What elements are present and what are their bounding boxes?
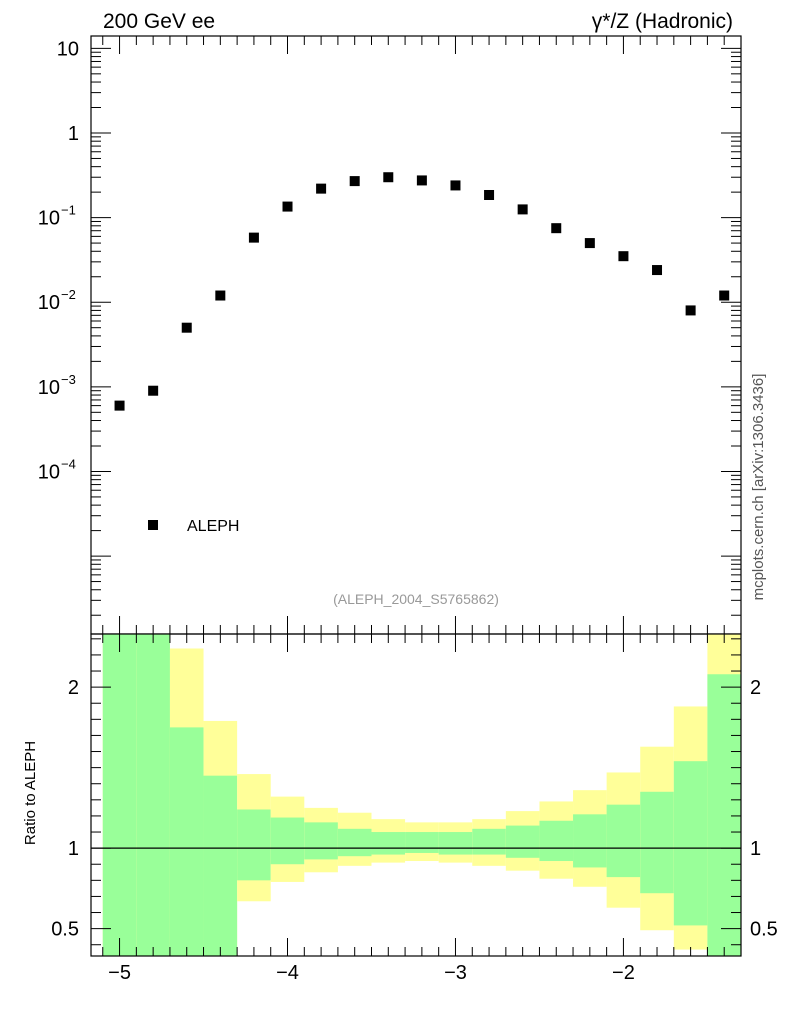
legend-marker [148,520,158,530]
ratio-y-tick-label: 0.5 [51,919,79,941]
data-point [181,322,192,333]
band-inner [573,814,607,868]
ratio-y-axis-label: Ratio to ALEPH [22,741,39,845]
y-tick-label: 10 [38,461,60,483]
x-tick-label: −5 [108,962,131,984]
y-tick-label: 10 [38,292,60,314]
ratio-y-tick-label-right: 1 [750,838,761,860]
right-title: γ*/Z (Hadronic) [592,10,733,33]
y-tick-label-exponent: −2 [61,287,76,302]
main-plot-frame [90,35,742,635]
data-point [349,176,360,187]
x-tick-label: −3 [444,962,467,984]
ratio-bands [102,634,741,956]
band-inner [539,820,574,862]
band-inner [136,634,170,956]
band-inner [102,634,137,956]
x-tick-label: −4 [276,962,299,984]
analysis-label: (ALEPH_2004_S5765862) [333,591,499,607]
band-inner [640,791,674,894]
ratio-y-tick-label: 2 [68,677,79,699]
band-inner [270,817,305,865]
ratio-plot-frame [90,633,742,957]
main-data-points [114,172,730,411]
data-point [282,201,293,212]
data-point [248,232,259,243]
band-inner [337,828,372,857]
y-tick-label-exponent: −4 [61,456,76,471]
data-point [618,251,629,262]
y-tick-label-exponent: −1 [61,203,76,218]
band-inner [237,809,271,881]
side-label: mcplots.cern.ch [arXiv:1306.3436] [750,374,767,601]
ratio-y-tick-label: 1 [68,838,79,860]
band-inner [371,832,406,855]
data-point [383,172,394,183]
band-inner [169,727,204,956]
data-point [114,400,125,411]
data-point [719,290,730,301]
band-inner [505,825,540,858]
y-tick-label: 10 [57,38,79,60]
y-tick-label: 1 [68,123,79,145]
data-point [584,238,595,249]
data-point [484,189,495,200]
legend-label: ALEPH [187,518,239,535]
ratio-y-tick-label-right: 0.5 [750,919,778,941]
band-inner [606,804,641,878]
data-point [215,290,226,301]
x-tick-label: −2 [612,962,635,984]
data-point [652,265,663,276]
band-inner [707,674,741,956]
data-point [148,385,159,396]
y-tick-label: 10 [38,377,60,399]
band-inner [472,828,506,855]
band-inner [438,832,473,855]
band-inner [304,822,338,860]
left-title: 200 GeV ee [103,10,215,33]
band-inner [405,832,439,853]
data-point [316,183,327,194]
y-tick-label-exponent: −3 [61,372,76,387]
data-point [450,180,461,191]
data-point [551,223,562,234]
y-tick-label: 10 [38,208,60,230]
data-point [416,175,427,186]
data-point [517,204,528,215]
band-inner [203,775,238,956]
data-point [685,305,696,316]
ratio-axis-ticks: 0.5 0.5 1 1 2 2 −5 −4 −3 −2 [51,634,778,984]
band-inner [673,761,708,926]
ratio-y-tick-label-right: 2 [750,677,761,699]
